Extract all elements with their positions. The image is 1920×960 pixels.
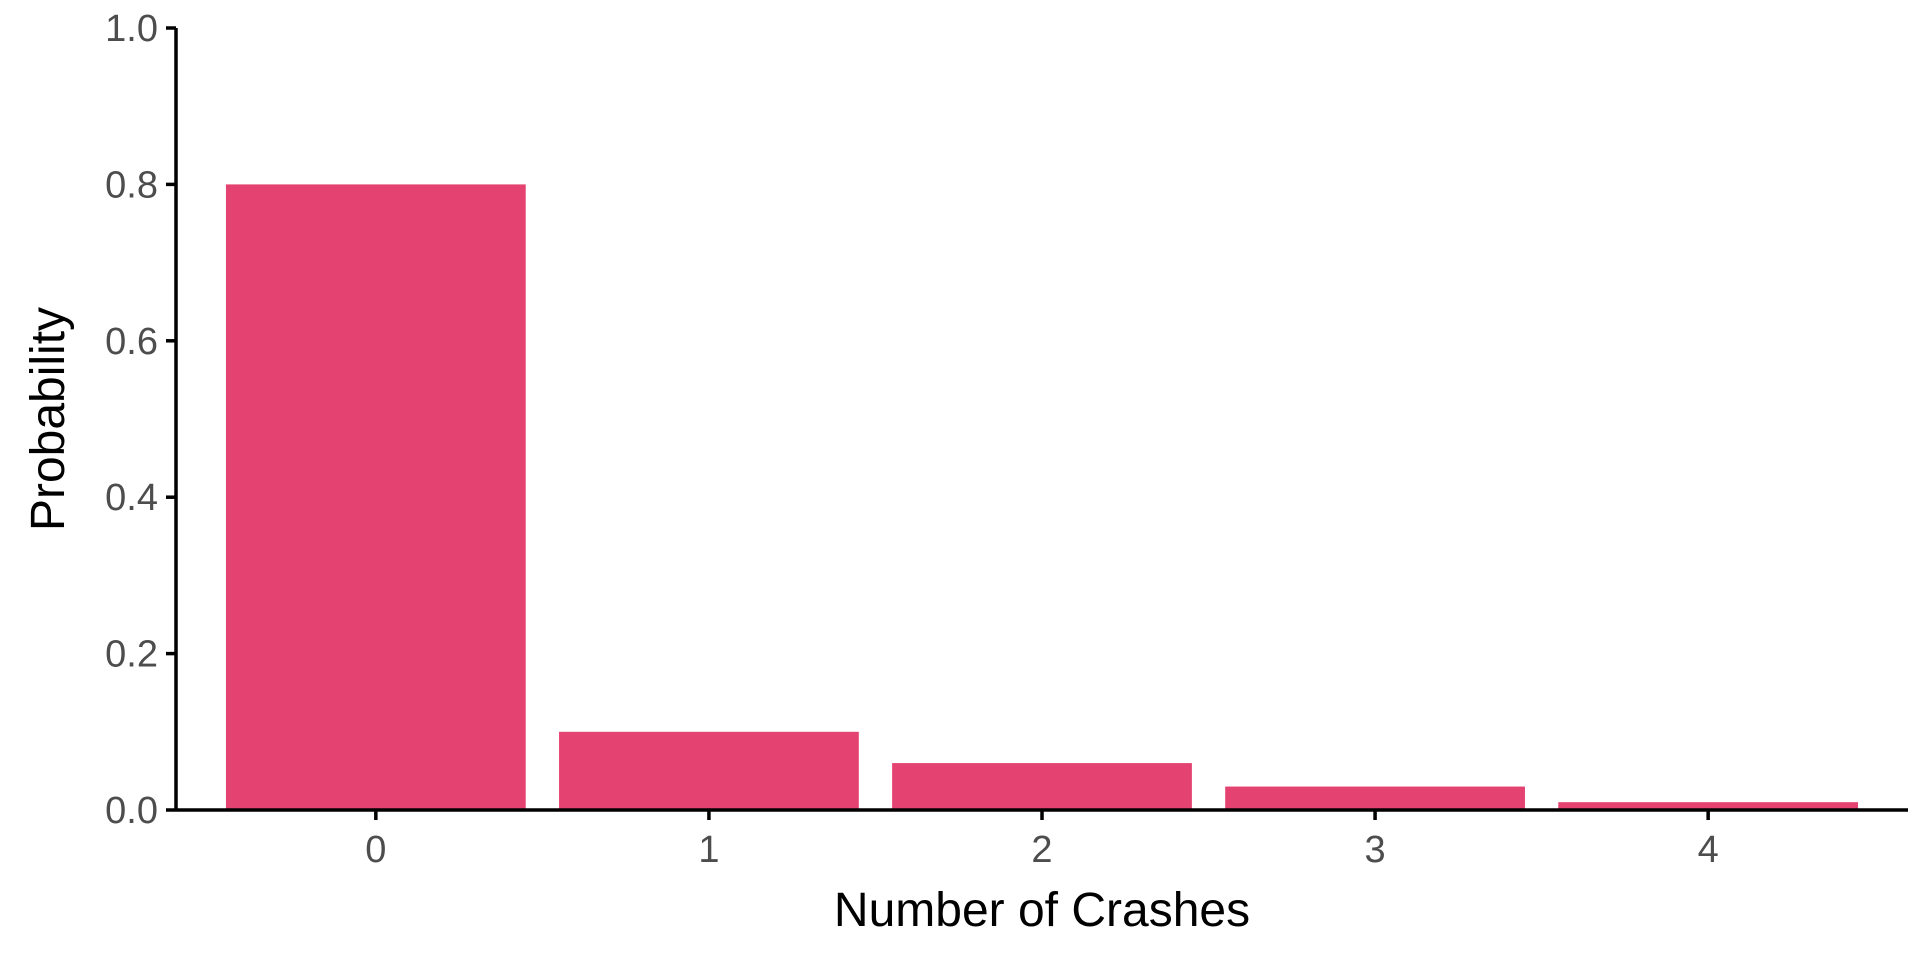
x-tick-label: 2 xyxy=(1031,829,1052,871)
bar-0 xyxy=(225,184,526,810)
x-tick-label: 0 xyxy=(365,829,386,871)
y-tick-label: 0.0 xyxy=(105,790,158,832)
x-ticks: 0 1 2 3 4 xyxy=(365,810,1719,871)
bars-layer xyxy=(225,184,1859,810)
y-ticks: 0.0 0.2 0.4 0.6 0.8 1.0 xyxy=(105,8,176,832)
bar-4 xyxy=(1558,802,1859,810)
x-axis-title: Number of Crashes xyxy=(834,884,1250,937)
bar-2 xyxy=(892,763,1192,810)
y-tick-label: 1.0 xyxy=(105,8,158,50)
x-tick-label: 3 xyxy=(1365,829,1386,871)
y-tick-label: 0.2 xyxy=(105,634,158,676)
y-tick-label: 0.6 xyxy=(105,321,158,363)
y-tick-label: 0.4 xyxy=(105,477,158,519)
x-tick-label: 4 xyxy=(1698,829,1719,871)
y-tick-label: 0.8 xyxy=(105,164,158,206)
bar-1 xyxy=(559,731,859,810)
y-axis-title: Probability xyxy=(22,307,75,531)
bar-3 xyxy=(1225,786,1525,810)
x-tick-label: 1 xyxy=(698,829,719,871)
